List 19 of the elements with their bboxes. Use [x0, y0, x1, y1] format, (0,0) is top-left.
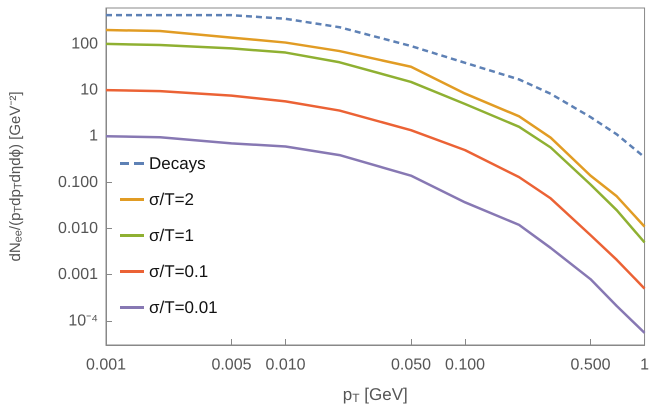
y-axis-title: dNee/(pTdpTdηdϕ) [GeV⁻²] — [7, 92, 24, 262]
y-tick-label: 0.100 — [58, 174, 98, 191]
y-tick-label: 0.001 — [58, 266, 98, 284]
x-tick-label: 0.005 — [211, 356, 252, 374]
x-tick-label: 0.050 — [390, 356, 432, 374]
x-tick-label: 0.500 — [570, 356, 611, 374]
x-tick-label: 0.010 — [265, 356, 306, 374]
y-tick-label: 100 — [71, 35, 98, 52]
y-tick-label: 10⁻⁴ — [68, 312, 98, 330]
legend-label: σ/T=0.1 — [149, 262, 208, 281]
x-tick-label: 0.100 — [445, 356, 486, 374]
legend-label: σ/T=2 — [149, 190, 194, 209]
y-tick-label: 0.010 — [58, 220, 98, 238]
y-tick-label: 1 — [89, 128, 98, 145]
legend-label: Decays — [149, 154, 206, 173]
legend-label: σ/T=1 — [149, 226, 194, 245]
x-tick-label: 1 — [640, 356, 650, 374]
legend-label: σ/T=0.01 — [149, 298, 218, 317]
y-tick-label: 10 — [80, 82, 98, 99]
